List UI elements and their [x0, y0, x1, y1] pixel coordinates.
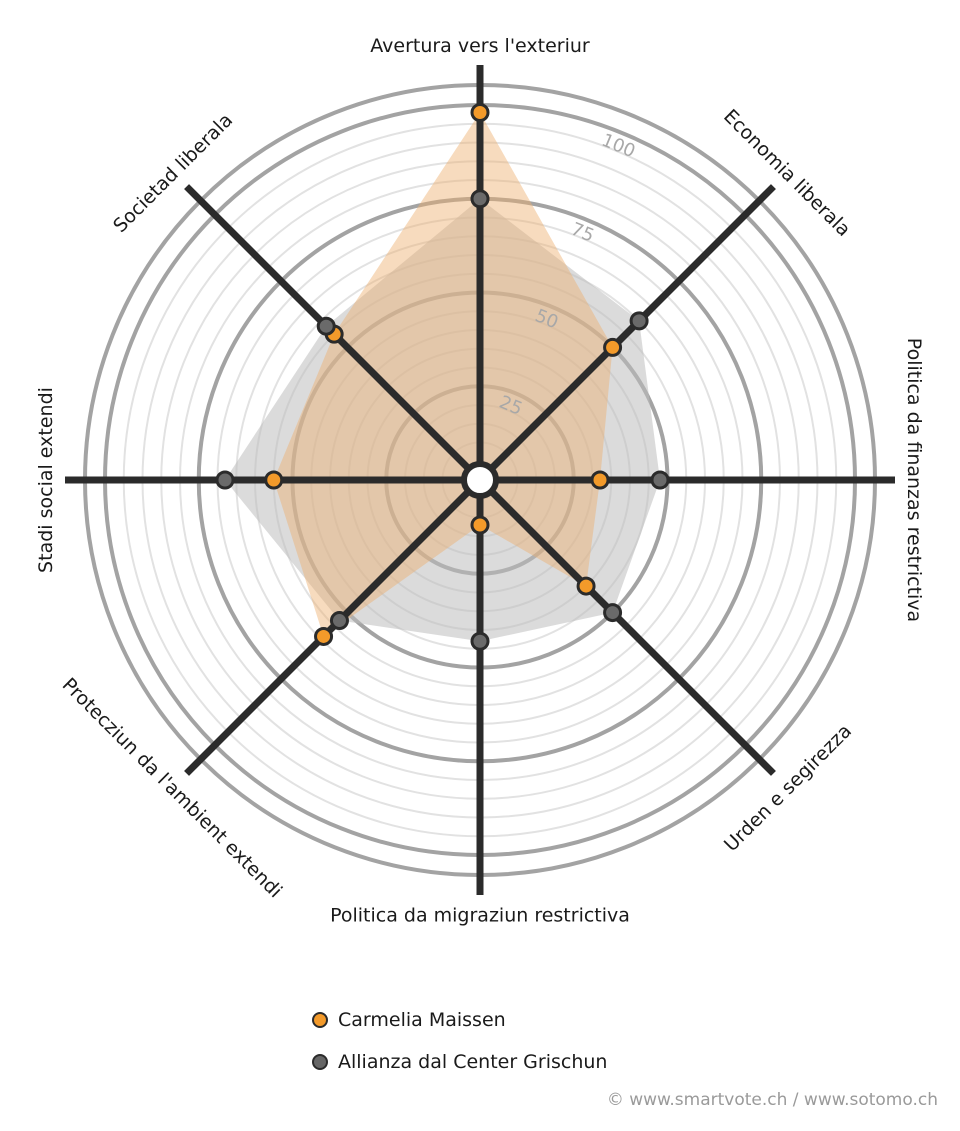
- legend-item-allianza-dal-center[interactable]: Allianza dal Center Grischun: [312, 1042, 607, 1082]
- legend-swatch-orange: [312, 1012, 328, 1028]
- legend-label: Allianza dal Center Grischun: [338, 1051, 608, 1073]
- data-point[interactable]: [329, 611, 349, 631]
- spoke: [477, 477, 776, 776]
- data-point[interactable]: [316, 316, 336, 336]
- axis-label: Politica da finanzas restrictiva: [903, 338, 925, 622]
- data-point[interactable]: [603, 337, 623, 357]
- spoke: [477, 184, 776, 483]
- series-points: [215, 103, 670, 651]
- data-point[interactable]: [470, 631, 490, 651]
- data-point[interactable]: [264, 470, 284, 490]
- data-point[interactable]: [470, 103, 490, 122]
- data-point[interactable]: [590, 470, 610, 490]
- data-point[interactable]: [470, 189, 490, 209]
- axis-label: Avertura vers l'exteriur: [370, 35, 590, 57]
- axis-label: Stadi social extendi: [35, 387, 57, 573]
- data-point[interactable]: [603, 603, 623, 623]
- data-point[interactable]: [470, 515, 490, 535]
- credit-text: © www.smartvote.ch / www.sotomo.ch: [606, 1090, 938, 1110]
- legend-swatch-gray: [312, 1054, 328, 1070]
- legend-item-carmelia-maissen[interactable]: Carmelia Maissen: [312, 1000, 607, 1040]
- data-point[interactable]: [629, 311, 649, 331]
- center-hub: [461, 461, 499, 499]
- data-point[interactable]: [576, 576, 596, 596]
- series-areas: [225, 112, 660, 642]
- series-area-0: [273, 112, 613, 637]
- data-point[interactable]: [650, 470, 670, 490]
- series-area-1: [225, 198, 660, 642]
- legend: Carmelia Maissen Allianza dal Center Gri…: [312, 1000, 607, 1084]
- data-point[interactable]: [215, 470, 235, 490]
- legend-label: Carmelia Maissen: [338, 1009, 506, 1031]
- axis-label: Politica da migraziun restrictiva: [330, 905, 630, 927]
- data-point[interactable]: [314, 626, 334, 646]
